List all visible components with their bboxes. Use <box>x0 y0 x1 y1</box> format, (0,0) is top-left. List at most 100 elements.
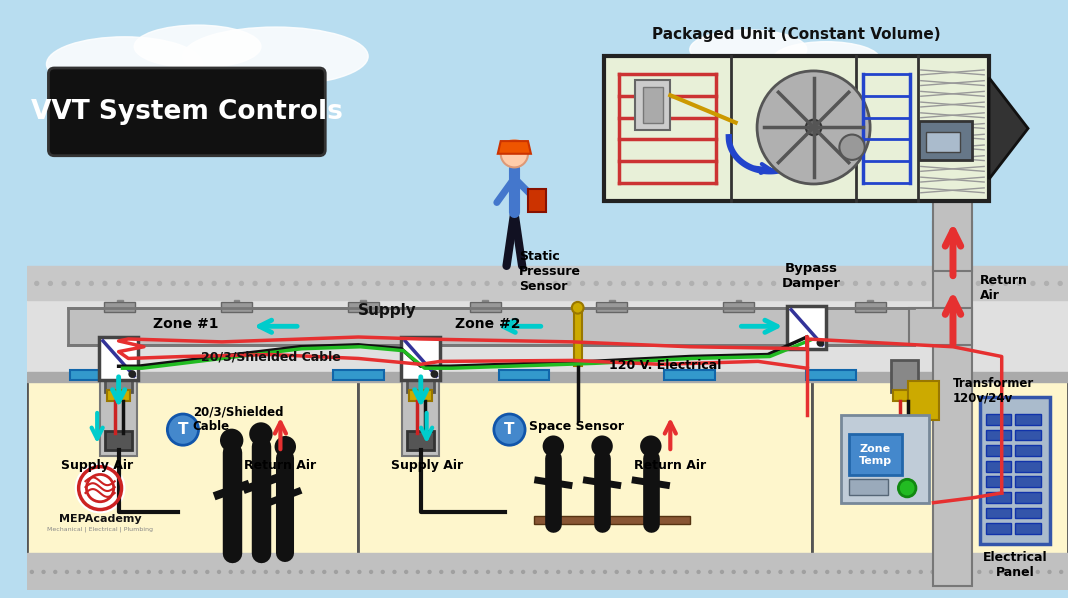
Circle shape <box>592 435 613 457</box>
Circle shape <box>334 570 337 573</box>
Bar <box>107 390 130 401</box>
Circle shape <box>744 282 749 285</box>
Circle shape <box>30 570 33 573</box>
Circle shape <box>1059 570 1063 573</box>
Bar <box>787 306 827 349</box>
Circle shape <box>458 282 461 285</box>
Circle shape <box>674 570 677 573</box>
Circle shape <box>908 570 911 573</box>
Circle shape <box>990 570 992 573</box>
Ellipse shape <box>772 42 880 77</box>
Circle shape <box>545 570 548 573</box>
Bar <box>27 300 1068 378</box>
Circle shape <box>527 282 530 285</box>
Circle shape <box>171 570 174 573</box>
Bar <box>27 372 1068 382</box>
Bar <box>105 361 132 392</box>
Circle shape <box>908 282 912 285</box>
Bar <box>986 445 1011 456</box>
Circle shape <box>168 414 199 445</box>
Circle shape <box>556 570 560 573</box>
Circle shape <box>62 282 66 285</box>
Circle shape <box>826 570 829 573</box>
Circle shape <box>294 282 298 285</box>
Bar <box>986 414 1011 425</box>
Text: Static
Pressure
Sensor: Static Pressure Sensor <box>519 250 581 293</box>
Circle shape <box>733 570 735 573</box>
Bar <box>635 80 671 130</box>
Circle shape <box>417 282 421 285</box>
Circle shape <box>627 570 630 573</box>
Circle shape <box>287 570 290 573</box>
Circle shape <box>920 570 923 573</box>
Text: Supply Air: Supply Air <box>61 459 134 472</box>
Circle shape <box>225 282 230 285</box>
Text: T: T <box>504 422 515 437</box>
Ellipse shape <box>47 37 203 91</box>
Circle shape <box>873 570 876 573</box>
Ellipse shape <box>135 25 261 68</box>
Bar <box>402 337 440 380</box>
Circle shape <box>311 570 314 573</box>
Circle shape <box>640 435 661 457</box>
Bar <box>69 370 121 380</box>
Circle shape <box>348 282 352 285</box>
Circle shape <box>580 570 583 573</box>
Bar <box>499 370 549 380</box>
Circle shape <box>393 570 396 573</box>
Circle shape <box>1024 570 1027 573</box>
Circle shape <box>936 282 940 285</box>
FancyBboxPatch shape <box>48 68 326 155</box>
Circle shape <box>943 570 945 573</box>
Circle shape <box>362 282 366 285</box>
Circle shape <box>955 570 957 573</box>
Circle shape <box>213 282 216 285</box>
Bar <box>986 508 1011 518</box>
Circle shape <box>758 282 761 285</box>
Circle shape <box>130 282 135 285</box>
Circle shape <box>839 282 844 285</box>
Text: 20/3/Shielded
Cable: 20/3/Shielded Cable <box>192 405 283 433</box>
Circle shape <box>744 570 747 573</box>
Circle shape <box>662 570 665 573</box>
Bar <box>27 378 359 590</box>
Circle shape <box>931 570 934 573</box>
Circle shape <box>241 570 244 573</box>
Circle shape <box>428 570 431 573</box>
Bar <box>1016 414 1040 425</box>
Circle shape <box>922 282 926 285</box>
Circle shape <box>430 282 435 285</box>
Bar <box>470 302 501 312</box>
Circle shape <box>464 570 466 573</box>
Circle shape <box>594 282 598 285</box>
Text: 120 V. Electrical: 120 V. Electrical <box>609 359 722 373</box>
Circle shape <box>704 282 707 285</box>
Circle shape <box>603 570 607 573</box>
Circle shape <box>861 570 864 573</box>
Bar <box>604 56 989 200</box>
Text: Zone
Temp: Zone Temp <box>859 444 892 466</box>
Circle shape <box>895 282 898 285</box>
Bar <box>933 222 973 585</box>
Circle shape <box>676 282 680 285</box>
Circle shape <box>299 570 302 573</box>
Circle shape <box>116 282 121 285</box>
Circle shape <box>77 570 80 573</box>
Bar <box>100 368 137 456</box>
Bar <box>596 302 627 312</box>
Bar <box>854 302 885 312</box>
Circle shape <box>767 570 770 573</box>
Bar <box>986 523 1011 534</box>
Circle shape <box>381 570 384 573</box>
Circle shape <box>218 570 220 573</box>
Bar <box>482 300 488 308</box>
Bar <box>409 390 433 401</box>
Circle shape <box>376 282 380 285</box>
Circle shape <box>499 570 501 573</box>
Circle shape <box>128 370 136 378</box>
Circle shape <box>592 570 595 573</box>
Circle shape <box>721 570 723 573</box>
Bar <box>849 435 902 475</box>
Circle shape <box>867 282 871 285</box>
Circle shape <box>635 282 639 285</box>
